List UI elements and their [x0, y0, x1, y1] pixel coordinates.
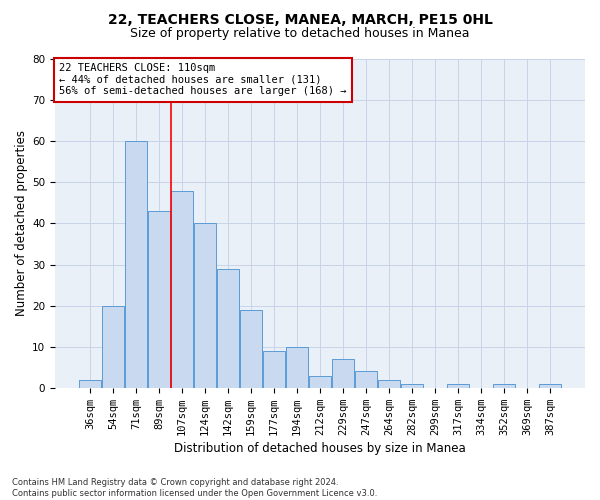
Text: 22 TEACHERS CLOSE: 110sqm
← 44% of detached houses are smaller (131)
56% of semi: 22 TEACHERS CLOSE: 110sqm ← 44% of detac… [59, 63, 347, 96]
Y-axis label: Number of detached properties: Number of detached properties [15, 130, 28, 316]
Text: 22, TEACHERS CLOSE, MANEA, MARCH, PE15 0HL: 22, TEACHERS CLOSE, MANEA, MARCH, PE15 0… [107, 12, 493, 26]
Bar [263, 351, 285, 388]
Bar [493, 384, 515, 388]
Bar [378, 380, 400, 388]
Bar [79, 380, 101, 388]
Bar [309, 376, 331, 388]
Bar [125, 141, 147, 388]
Bar [171, 190, 193, 388]
Bar [539, 384, 561, 388]
Bar [286, 346, 308, 388]
Bar [194, 224, 216, 388]
Bar [102, 306, 124, 388]
Bar [240, 310, 262, 388]
Bar [148, 211, 170, 388]
Bar [355, 372, 377, 388]
Text: Contains HM Land Registry data © Crown copyright and database right 2024.
Contai: Contains HM Land Registry data © Crown c… [12, 478, 377, 498]
X-axis label: Distribution of detached houses by size in Manea: Distribution of detached houses by size … [174, 442, 466, 455]
Bar [332, 359, 354, 388]
Bar [217, 268, 239, 388]
Bar [401, 384, 423, 388]
Bar [447, 384, 469, 388]
Text: Size of property relative to detached houses in Manea: Size of property relative to detached ho… [130, 28, 470, 40]
